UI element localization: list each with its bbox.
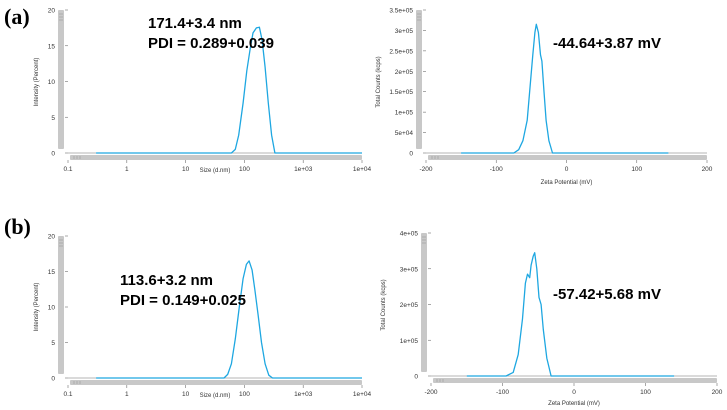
y-tick-label: 2e+05 [395,69,414,76]
chart-size-a: 0 5 10 15 20 0.1 1 10 100 1e+03 1e+04 Size (d.nm) In… [34,8,372,175]
x-scrollbar[interactable] [428,155,707,160]
series-line [96,260,362,379]
y-tick-label: 5e+04 [395,130,414,137]
x-axis-label: Size (d.nm) [200,168,231,174]
y-axis-label: Total Counts (kcps) [381,279,387,330]
y-axis-label: Intensity (Percent) [34,58,40,107]
y-axis-label: Intensity (Percent) [34,283,40,332]
x-scrollbar[interactable] [433,378,717,383]
x-tick-label: 100 [239,391,250,398]
y-tick-label: 1e+05 [400,338,419,345]
x-tick-label: 1 [125,391,129,398]
x-tick-label: 0.1 [63,166,72,173]
x-tick-label: 1e+03 [294,391,313,398]
x-tick-label: 1e+03 [294,166,313,173]
chart-zeta-a: 0 5e+04 1e+05 1.5e+05 2e+05 2.5e+05 3e+05 3.5e+… [376,8,713,187]
annotation-text: PDI = 0.289+0.039 [148,35,274,52]
x-tick-label: 10 [182,166,190,173]
annotation-text: 171.4+3.4 nm [148,15,242,32]
panel-label-b: (b) [4,214,31,239]
x-tick-label: 10 [182,391,190,398]
y-tick-label: 0 [414,374,418,381]
x-tick-label: 1e+04 [353,391,372,398]
y-tick-label: 3e+05 [400,266,419,273]
y-tick-label: 3e+05 [395,28,414,35]
annotation-text: 113.6+3.2 nm [120,272,213,289]
y-tick-label: 3.5e+05 [389,8,413,15]
x-tick-label: -100 [490,166,503,173]
y-tick-label: 0 [409,151,413,158]
series-line [461,23,669,154]
panel-label-a: (a) [4,4,30,29]
x-axis-label: Size (d.nm) [200,393,231,399]
y-tick-label: 0 [51,376,55,383]
y-tick-label: 2e+05 [400,302,419,309]
chart-size-b: 0 5 10 15 20 0.1 1 10 100 1e+03 1e+04 Size (d.nm) In… [34,234,372,400]
y-tick-label: 10 [48,305,56,312]
x-tick-label: 0 [565,166,569,173]
y-tick-label: 4e+05 [400,231,419,238]
y-tick-label: 10 [48,79,56,86]
y-tick-label: 20 [48,8,56,15]
y-tick-label: 0 [51,151,55,158]
x-scrollbar[interactable] [70,380,362,385]
x-tick-label: -100 [496,389,509,396]
y-tick-label: 15 [48,43,56,50]
x-tick-label: 100 [239,166,250,173]
annotation-text: PDI = 0.149+0.025 [120,292,246,309]
x-tick-label: 100 [640,389,651,396]
y-scrollbar[interactable] [421,233,427,372]
chart-zeta-b: 0 1e+05 2e+05 3e+05 4e+05 -200 -100 0 100 200 Zeta… [381,231,723,408]
x-axis-label: Zeta Potential (mV) [541,180,593,186]
y-axis-label: Total Counts (kcps) [376,56,382,107]
y-tick-label: 20 [48,234,56,241]
x-tick-label: 200 [712,389,723,396]
annotation-text: -57.42+5.68 mV [553,286,661,303]
x-tick-label: 100 [631,166,642,173]
x-tick-label: -200 [419,166,432,173]
y-scrollbar[interactable] [58,10,64,149]
y-scrollbar[interactable] [58,236,64,374]
x-tick-label: 0 [572,389,576,396]
y-tick-label: 1e+05 [395,110,414,117]
y-tick-label: 2.5e+05 [389,48,413,55]
y-tick-label: 1.5e+05 [389,89,413,96]
series-line [96,26,362,154]
x-scrollbar[interactable] [70,155,362,160]
x-tick-label: 0.1 [63,391,72,398]
y-scrollbar[interactable] [416,10,422,149]
y-tick-label: 15 [48,269,56,276]
x-tick-label: 1 [125,166,129,173]
annotation-text: -44.64+3.87 mV [553,35,661,52]
x-tick-label: 1e+04 [353,166,372,173]
x-axis-label: Zeta Potential (mV) [548,401,600,407]
series-line [466,252,675,377]
x-tick-label: -200 [424,389,437,396]
x-tick-label: 200 [702,166,713,173]
y-tick-label: 5 [51,340,55,347]
y-tick-label: 5 [51,115,55,122]
